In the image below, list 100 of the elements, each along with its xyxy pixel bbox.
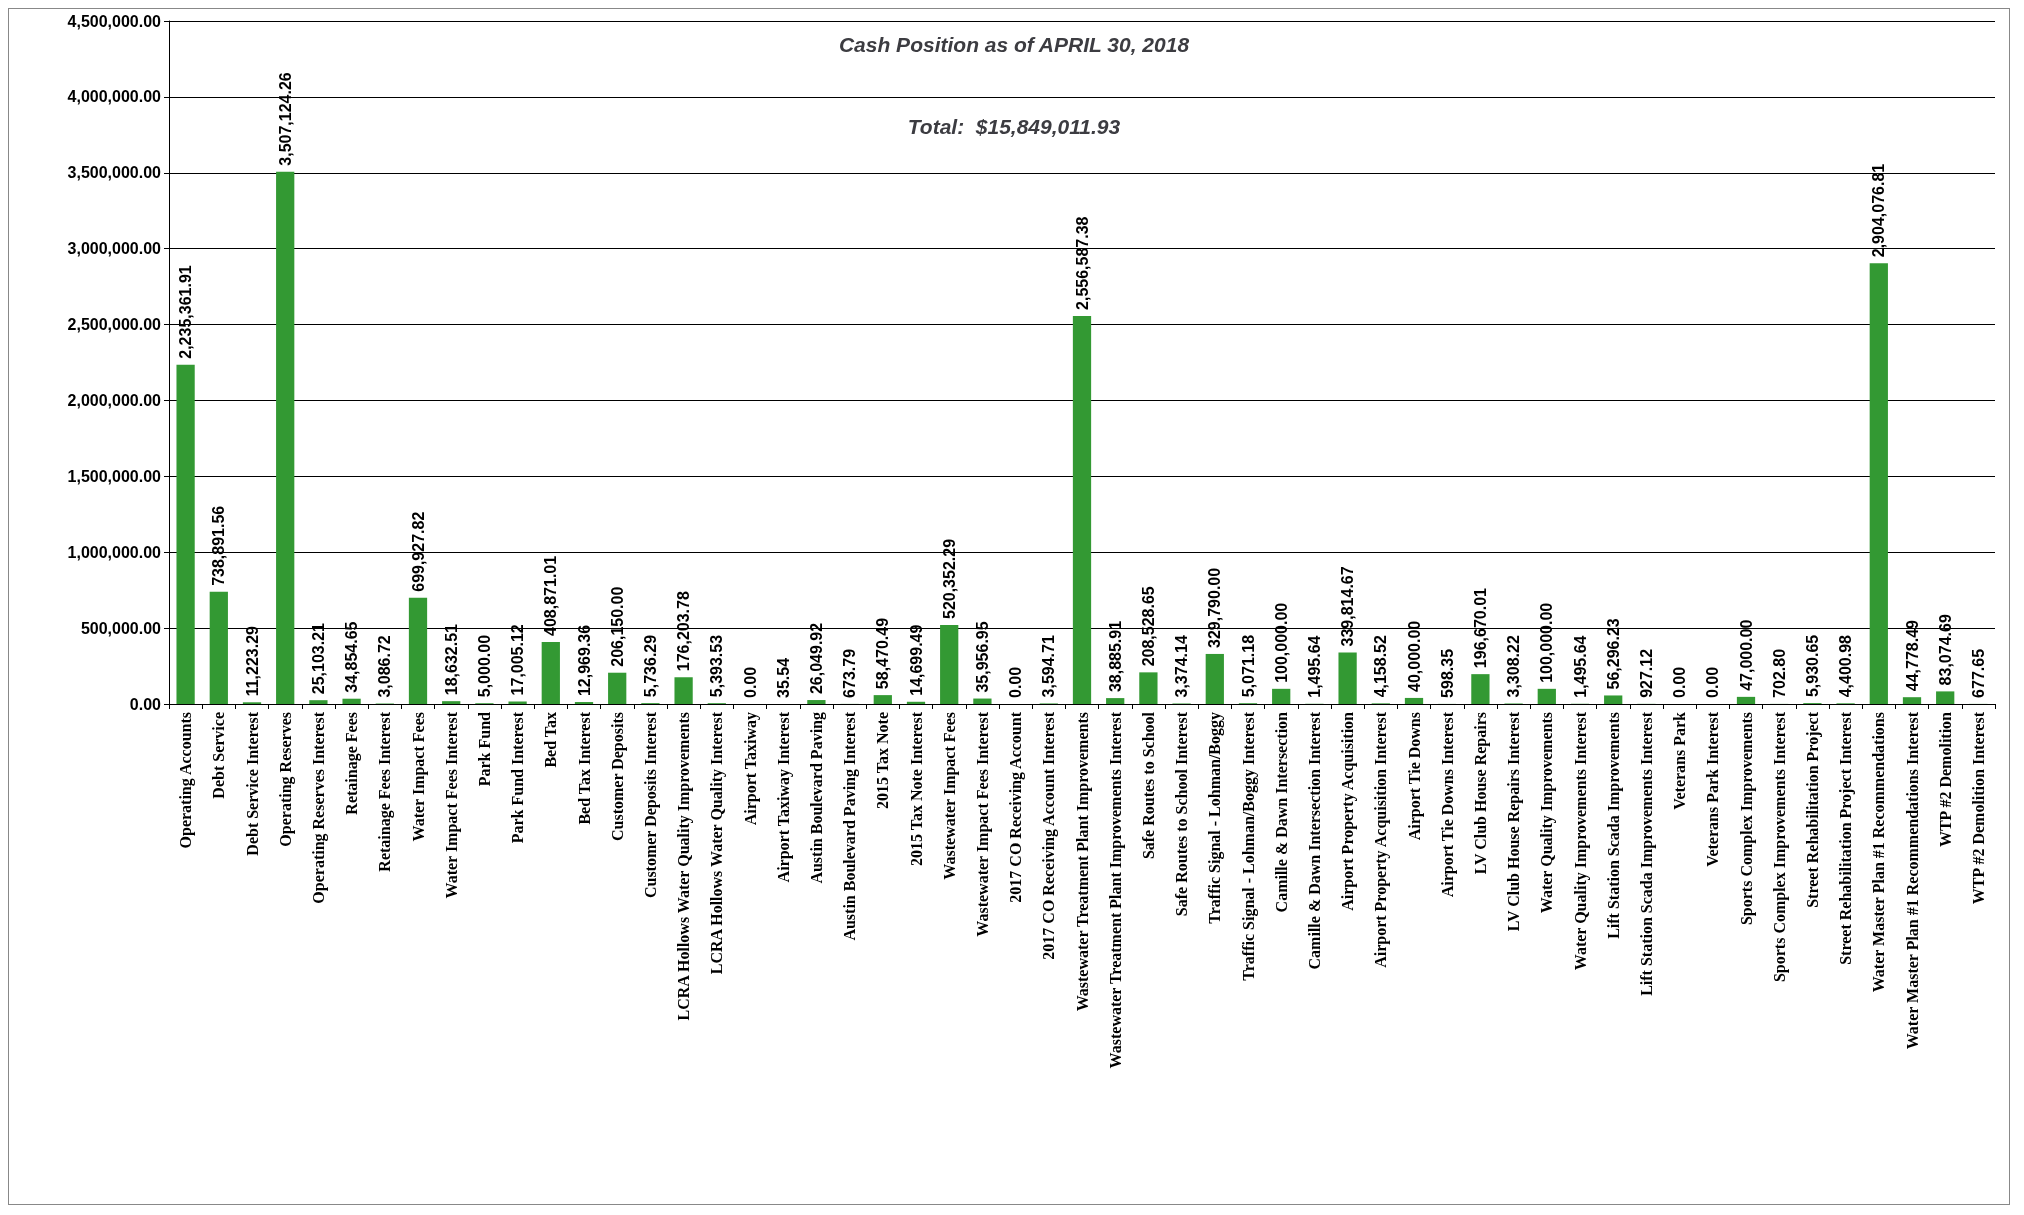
data-label: 56,296.23 [1604, 618, 1622, 690]
bar [1869, 263, 1888, 704]
data-label: 339,814.67 [1339, 566, 1357, 647]
x-tick-label: Traffic Signal - Lohman/Boggy [1206, 712, 1225, 924]
x-tick-label: Water Quality Improvements [1538, 712, 1557, 914]
data-label: 3,594.71 [1040, 635, 1058, 698]
x-tick-label: Veterans Park Interest [1704, 711, 1722, 867]
data-label: 1,495.64 [1571, 635, 1589, 698]
data-label: 40,000.00 [1405, 620, 1423, 692]
data-label: 58,470.49 [874, 617, 892, 690]
x-tick-label: Operating Reserves Interest [309, 711, 328, 904]
bar [276, 171, 295, 704]
data-label: 11,223.29 [243, 625, 261, 697]
x-tick-label: LCRA Hollows Water Quality Improvements [675, 712, 694, 1021]
data-label: 677.65 [1969, 648, 1987, 698]
data-label: 18,632.51 [442, 623, 460, 696]
bar [807, 700, 826, 704]
data-label: 2,235,361.91 [177, 265, 195, 359]
data-label: 2,904,076.81 [1870, 163, 1888, 258]
x-tick-label: Wastewater Treatment Plant Improvements [1073, 712, 1092, 1012]
x-tick-label: Austin Boulevard Paving [807, 712, 826, 884]
y-tick-label: 4,500,000.00 [67, 12, 162, 30]
data-label: 3,507,124.26 [276, 72, 294, 166]
x-tick-label: Park Fund Interest [509, 711, 527, 844]
x-tick-label: Airport Taxiway [741, 712, 760, 826]
data-label: 329,790.00 [1206, 567, 1224, 648]
bar [442, 701, 461, 704]
x-tick-label: Operating Reserves [276, 712, 295, 847]
bar [541, 641, 560, 704]
x-tick-label: Customer Deposits [608, 712, 627, 842]
data-label: 100,000.00 [1272, 602, 1290, 683]
x-tick-label: Safe Routes to School Interest [1173, 711, 1191, 917]
x-tick-label: Retainage Fees [343, 712, 362, 815]
bar [309, 700, 328, 704]
y-tick-label: 500,000.00 [80, 619, 162, 637]
data-label: 3,308.22 [1505, 635, 1523, 698]
x-tick-label: Camille & Dawn Intersection [1272, 711, 1290, 913]
bar [1272, 688, 1291, 704]
x-tick-label: Operating Accounts [177, 712, 196, 849]
x-tick-label: Street Rehabilitation Project [1803, 711, 1822, 908]
bar [1604, 695, 1623, 704]
data-label: 25,103.21 [309, 622, 327, 695]
bar [408, 597, 428, 704]
data-label: 196,670.01 [1471, 587, 1489, 669]
bar [1106, 698, 1125, 704]
x-tick-label: Airport Tie Downs Interest [1438, 711, 1457, 898]
data-label: 38,885.91 [1106, 620, 1124, 693]
data-label: 5,393.53 [708, 634, 726, 698]
data-label: 520,352.29 [940, 538, 958, 620]
x-tick-label: Airport Property Acquisition [1339, 711, 1358, 911]
x-tick-label: LV Club House Repairs [1471, 712, 1490, 875]
x-tick-label: Water Impact Fees Interest [442, 711, 461, 899]
data-label: 408,871.01 [542, 555, 560, 636]
bar [1139, 672, 1158, 704]
x-tick-label: Airport Property Acquisition Interest [1372, 711, 1391, 968]
x-tick-label: Lift Station Scada Improvements Interest [1637, 711, 1656, 996]
x-tick-label: Retainage Fees Interest [376, 711, 395, 872]
x-tick-label: Water Impact Fees [409, 712, 428, 842]
x-tick-label: Debt Service [210, 712, 228, 799]
bar [1537, 688, 1556, 704]
y-tick-label: 1,500,000.00 [67, 467, 162, 485]
x-tick-label: Park Fund [475, 711, 493, 787]
bar [176, 364, 195, 704]
x-tick-label: Airport Tie Downs [1405, 712, 1424, 841]
data-label: 34,854.65 [343, 621, 361, 693]
x-tick-label: 2015 Tax Note Interest [907, 711, 925, 866]
x-tick-label: Water Quality Improvements Interest [1571, 711, 1590, 971]
x-tick-label: Water Master Plan #1 Recommendations [1870, 712, 1888, 993]
y-tick-label: 3,500,000.00 [67, 164, 162, 182]
x-tick-label: Camille & Dawn Intersection Interest [1305, 711, 1323, 970]
x-tick-label: 2015 Tax Note [874, 712, 892, 809]
x-tick-label: Bed Tax Interest [575, 711, 593, 825]
x-tick-label: LCRA Hollows Water Quality Interest [708, 711, 727, 975]
data-label: 927.12 [1637, 648, 1655, 698]
x-tick-label: WTP #2 Demolition [1936, 711, 1954, 848]
bar [973, 698, 992, 704]
x-tick-label: Safe Routes to School [1139, 711, 1157, 860]
x-tick-label: Lift Station Scada Improvements [1604, 712, 1623, 939]
bar [1205, 653, 1224, 704]
bar [1736, 696, 1756, 704]
data-label: 699,927.82 [409, 511, 427, 592]
data-label: 5,000.00 [475, 634, 493, 698]
bar [1936, 691, 1955, 704]
x-tick-label: Airport Taxiway Interest [774, 711, 793, 883]
x-tick-label: Bed Tax [542, 712, 560, 768]
text: Cash Position as of APRIL 30, 2018 [838, 33, 1190, 56]
bar [508, 701, 527, 704]
x-tick-label: Water Master Plan #1 Recommendations Interest [1903, 711, 1921, 1050]
x-tick-label: Debt Service Interest [243, 711, 261, 856]
x-tick-label: Street Rehabilitation Project Interest [1837, 711, 1856, 965]
x-tick-label: 2017 CO Receiving Account [1007, 711, 1026, 903]
data-label: 1,495.64 [1305, 635, 1323, 698]
data-label: 44,778.49 [1903, 619, 1921, 692]
data-label: 4,158.52 [1372, 634, 1390, 698]
data-label: 5,736.29 [641, 634, 659, 698]
bar [209, 591, 228, 704]
x-tick-label: 2017 CO Receiving Account Interest [1040, 711, 1059, 960]
x-tick-label: LV Club House Repairs Interest [1505, 711, 1524, 932]
y-tick-label: 2,500,000.00 [67, 316, 162, 334]
x-tick-label: Austin Boulevard Paving Interest [841, 711, 860, 941]
